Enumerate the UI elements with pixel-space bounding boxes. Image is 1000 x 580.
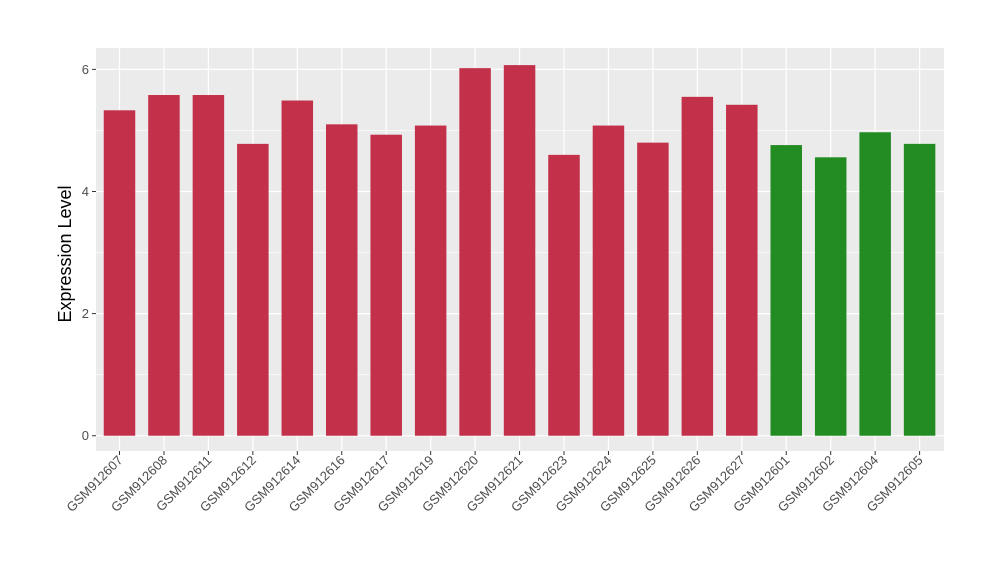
bar-GSM912612 (237, 143, 269, 436)
bar-GSM912621 (503, 65, 536, 436)
y-tick-label: 6 (82, 62, 89, 77)
x-axis: GSM912607GSM912608GSM912611GSM912612GSM9… (63, 451, 926, 515)
bar-GSM912625 (637, 142, 669, 436)
y-tick-label: 0 (82, 428, 89, 443)
bar-GSM912602 (814, 157, 847, 436)
bar-GSM912616 (326, 124, 358, 436)
bar-GSM912608 (148, 95, 180, 436)
y-axis-title: Expression Level (55, 185, 75, 322)
bar-GSM912601 (770, 145, 802, 436)
bar-GSM912605 (903, 143, 936, 436)
y-axis: 0 2 4 6 (82, 62, 96, 443)
bars (103, 65, 936, 436)
bar-GSM912620 (459, 68, 491, 436)
bar-GSM912624 (592, 125, 625, 436)
y-tick-label: 2 (82, 306, 89, 321)
bar-GSM912607 (103, 110, 136, 436)
y-tick-label: 4 (82, 184, 89, 199)
bar-GSM912623 (548, 154, 580, 436)
bar-GSM912614 (281, 100, 314, 436)
bar-GSM912627 (726, 104, 758, 436)
bar-GSM912604 (859, 132, 891, 436)
bar-GSM912626 (681, 96, 714, 436)
bar-GSM912619 (414, 125, 447, 436)
bar-GSM912617 (370, 134, 402, 436)
bar-GSM912611 (192, 95, 225, 436)
